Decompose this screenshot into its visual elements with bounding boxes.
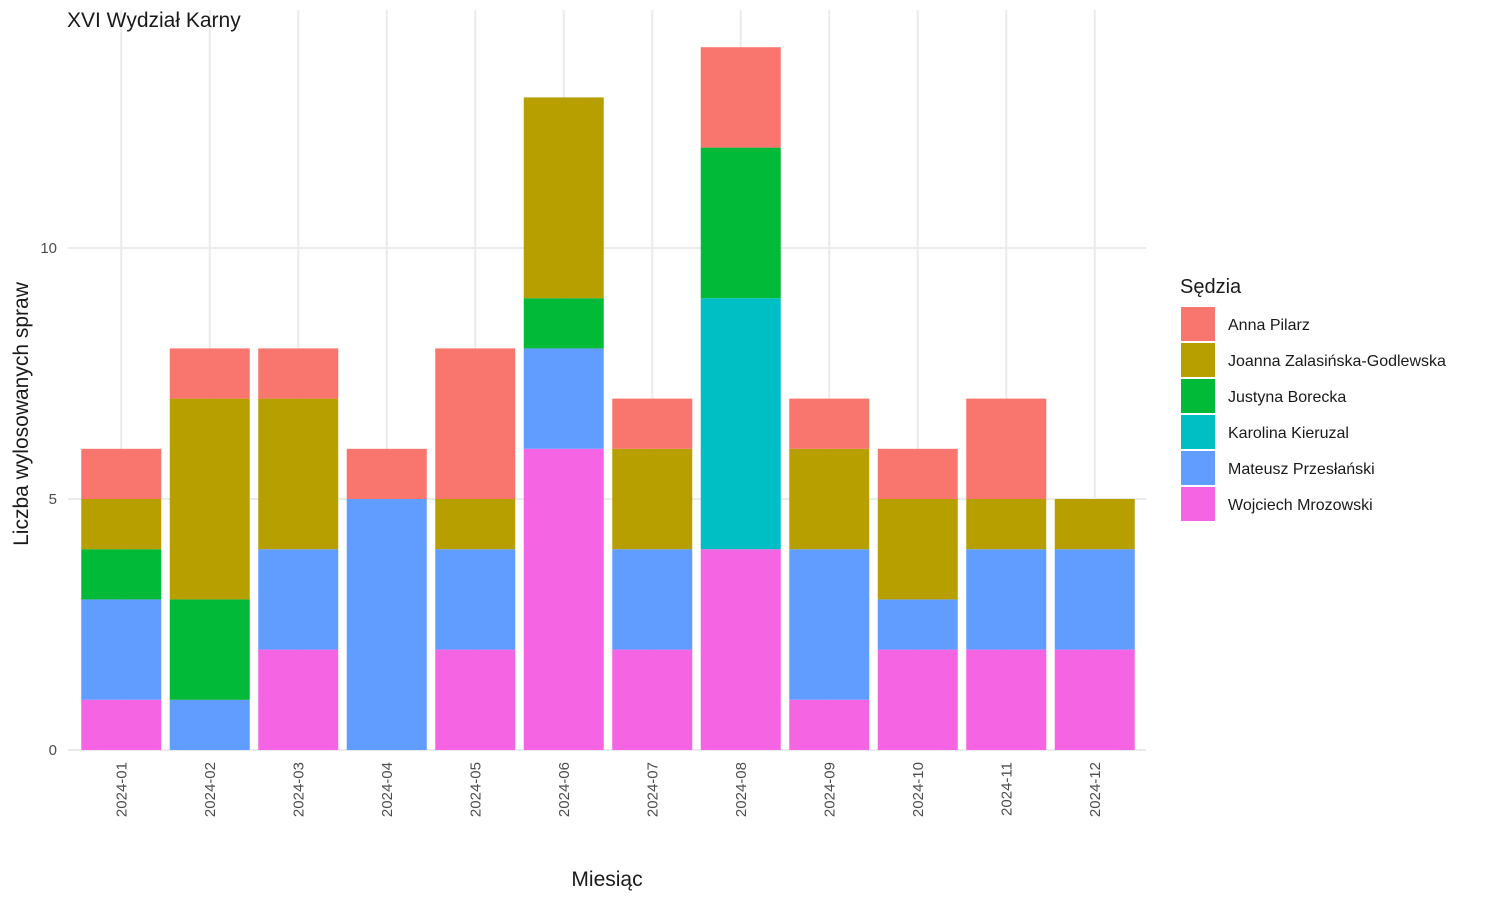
bar-segment bbox=[700, 298, 781, 550]
bar-segment bbox=[877, 599, 958, 650]
bar-segment bbox=[877, 499, 958, 600]
legend-label: Joanna Zalasińska-Godlewska bbox=[1228, 353, 1446, 370]
x-axis-title: Miesiąc bbox=[571, 868, 642, 891]
bar-segment bbox=[700, 47, 781, 148]
bar-segment bbox=[81, 699, 162, 750]
bar-segment bbox=[966, 549, 1047, 650]
bar-segment bbox=[523, 448, 604, 750]
legend-label: Mateusz Przesłański bbox=[1228, 461, 1375, 478]
y-tick-label: 0 bbox=[49, 742, 57, 759]
legend-swatch bbox=[1181, 487, 1215, 521]
bar-segment bbox=[346, 499, 427, 750]
bar-segment bbox=[612, 649, 693, 750]
x-tick-label: 2024-02 bbox=[202, 762, 219, 817]
bar-segment bbox=[612, 398, 693, 449]
bar-segment bbox=[81, 499, 162, 550]
y-tick-label: 5 bbox=[49, 491, 57, 508]
x-tick-label: 2024-11 bbox=[998, 762, 1015, 816]
y-tick-label: 10 bbox=[40, 240, 57, 257]
legend-swatch bbox=[1181, 379, 1215, 413]
bar-segment bbox=[789, 549, 870, 700]
x-tick-label: 2024-03 bbox=[290, 762, 307, 817]
bar-segment bbox=[169, 348, 250, 399]
bar-segment bbox=[789, 398, 870, 449]
bar-segment bbox=[169, 599, 250, 700]
bar-segment bbox=[612, 448, 693, 550]
legend-label: Justyna Borecka bbox=[1228, 389, 1346, 406]
bar-segment bbox=[81, 448, 162, 499]
bar-segment bbox=[700, 147, 781, 299]
legend-label: Anna Pilarz bbox=[1228, 317, 1310, 334]
legend-swatch bbox=[1181, 451, 1215, 485]
x-tick-label: 2024-01 bbox=[113, 762, 130, 817]
bar-segment bbox=[523, 97, 604, 299]
bar-segment bbox=[966, 649, 1047, 750]
bar-segment bbox=[1054, 549, 1135, 650]
bar-segment bbox=[169, 398, 250, 600]
bar-segment bbox=[700, 549, 781, 750]
bar-segment bbox=[81, 599, 162, 700]
x-tick-label: 2024-07 bbox=[644, 762, 661, 817]
legend-label: Karolina Kieruzal bbox=[1228, 425, 1349, 442]
bar-segment bbox=[81, 549, 162, 600]
bar-segment bbox=[258, 649, 339, 750]
bars-layer bbox=[81, 47, 1135, 750]
legend-swatch bbox=[1181, 307, 1215, 341]
bar-segment bbox=[258, 348, 339, 399]
bar-segment bbox=[789, 448, 870, 550]
x-tick-label: 2024-12 bbox=[1087, 762, 1104, 817]
bar-segment bbox=[435, 649, 516, 750]
x-tick-label: 2024-06 bbox=[556, 762, 573, 817]
bar-segment bbox=[435, 348, 516, 499]
legend-title: Sędzia bbox=[1180, 276, 1242, 298]
chart-title: XVI Wydział Karny bbox=[67, 9, 241, 32]
y-axis-title: Liczba wylosowanych spraw bbox=[10, 281, 33, 546]
legend: Sędzia Anna Pilarz Joanna Zalasińska-Godl… bbox=[1180, 276, 1446, 521]
x-tick-label: 2024-09 bbox=[821, 762, 838, 817]
bar-segment bbox=[966, 398, 1047, 499]
bar-segment bbox=[523, 298, 604, 349]
bar-segment bbox=[612, 549, 693, 650]
x-tick-label: 2024-10 bbox=[910, 762, 927, 817]
bar-segment bbox=[877, 649, 958, 750]
bar-segment bbox=[435, 549, 516, 650]
legend-label: Wojciech Mrozowski bbox=[1228, 497, 1373, 514]
x-tick-label: 2024-04 bbox=[379, 762, 396, 817]
bar-segment bbox=[1054, 499, 1135, 550]
bar-segment bbox=[435, 499, 516, 550]
bar-segment bbox=[346, 448, 427, 499]
legend-swatch bbox=[1181, 343, 1215, 377]
bar-segment bbox=[258, 398, 339, 550]
bar-segment bbox=[1054, 649, 1135, 750]
bar-segment bbox=[789, 699, 870, 750]
bar-segment bbox=[169, 699, 250, 750]
bar-segment bbox=[258, 549, 339, 650]
x-axis-ticks: 2024-01 2024-02 2024-03 2024-04 2024-05 2024-… bbox=[113, 762, 1104, 817]
x-tick-label: 2024-05 bbox=[467, 762, 484, 817]
y-axis-ticks: 0 5 10 bbox=[40, 240, 57, 759]
legend-swatch bbox=[1181, 415, 1215, 449]
bar-segment bbox=[966, 499, 1047, 550]
x-tick-label: 2024-08 bbox=[733, 762, 750, 817]
bar-segment bbox=[523, 348, 604, 449]
bar-segment bbox=[877, 448, 958, 499]
